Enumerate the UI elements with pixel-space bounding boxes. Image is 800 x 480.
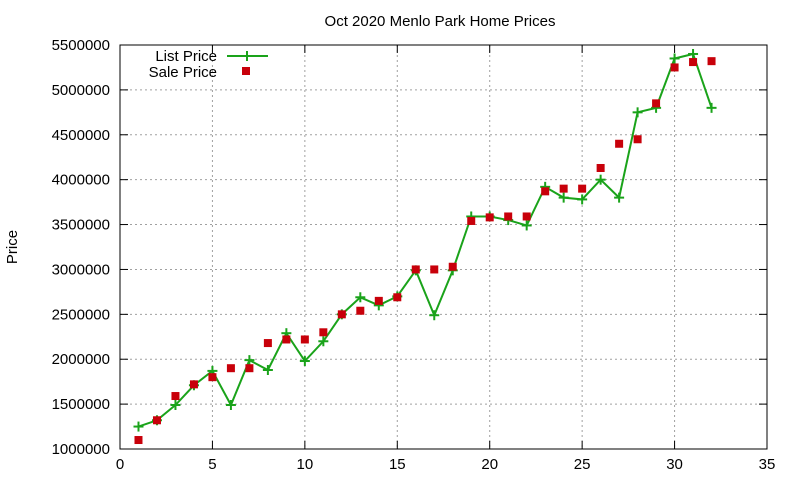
series-line-list-price — [138, 52, 713, 428]
sale-price-point — [263, 339, 272, 348]
sale-price-point — [393, 293, 402, 302]
sale-price-point — [633, 135, 642, 144]
y-tick-label: 1000000 — [52, 441, 110, 458]
list-price-point — [521, 220, 532, 231]
list-price-point — [299, 356, 310, 367]
list-price-point — [318, 336, 329, 347]
list-price-point — [706, 102, 717, 113]
x-tick-label: 35 — [759, 456, 776, 473]
sale-price-point — [319, 328, 328, 337]
sale-price-point — [152, 416, 161, 425]
sale-price-point — [485, 213, 494, 222]
y-tick-label: 4500000 — [52, 127, 110, 144]
list-price-point — [133, 421, 144, 432]
sale-price-point — [374, 296, 383, 305]
y-tick-label: 3000000 — [52, 261, 110, 278]
sale-price-point — [337, 310, 346, 319]
sale-price-point — [615, 139, 624, 148]
sale-price-point — [245, 364, 254, 373]
sale-price-point — [282, 335, 291, 344]
sale-price-point — [430, 265, 439, 274]
x-tick-label: 30 — [666, 456, 683, 473]
sale-price-point — [300, 335, 309, 344]
x-tick-label: 20 — [481, 456, 498, 473]
list-price-point — [669, 53, 680, 64]
series — [133, 48, 717, 445]
plot-frame — [119, 44, 768, 450]
y-tick-label: 5500000 — [52, 37, 110, 54]
chart-title: Oct 2020 Menlo Park Home Prices — [325, 13, 556, 30]
sale-price-point — [522, 212, 531, 221]
axes-ticks: 1000000 1500000 2000000 2500000 3000000 35000… — [52, 37, 776, 473]
list-price-point — [577, 194, 588, 205]
y-tick-label: 4000000 — [52, 172, 110, 189]
sale-price-point — [504, 212, 513, 221]
sale-price-point — [189, 380, 198, 389]
sale-price-point — [689, 58, 698, 67]
x-tick-label: 10 — [297, 456, 314, 473]
legend-marker-sale-price — [242, 67, 250, 75]
sale-price-point — [208, 373, 217, 382]
sale-price-point — [670, 63, 679, 72]
list-price-point — [429, 310, 440, 321]
sale-price-point — [448, 262, 457, 271]
legend-label-list-price: List Price — [155, 48, 217, 65]
sale-price-point — [134, 436, 143, 445]
sale-price-point — [559, 184, 568, 193]
sale-price-point — [226, 364, 235, 373]
grid — [120, 45, 767, 449]
legend-label-sale-price: Sale Price — [149, 64, 217, 81]
x-tick-label: 5 — [208, 456, 216, 473]
list-price-point — [355, 292, 366, 303]
legend: List Price Sale Price — [149, 48, 268, 81]
x-tick-label: 15 — [389, 456, 406, 473]
x-tick-label: 0 — [116, 456, 124, 473]
list-price-point — [614, 192, 625, 203]
list-price-point — [688, 48, 699, 59]
sale-price-point — [596, 163, 605, 172]
y-tick-label: 3500000 — [52, 217, 110, 234]
sale-price-point — [541, 187, 550, 196]
sale-price-point — [356, 306, 365, 315]
y-axis-label: Price — [4, 230, 21, 264]
sale-price-point — [707, 57, 716, 66]
y-tick-label: 2000000 — [52, 351, 110, 368]
y-tick-label: 1500000 — [52, 396, 110, 413]
list-price-point — [262, 364, 273, 375]
x-tick-label: 25 — [574, 456, 591, 473]
list-price-point — [225, 400, 236, 411]
sale-price-point — [578, 184, 587, 193]
sale-price-point — [652, 99, 661, 108]
sale-price-point — [411, 265, 420, 274]
sale-price-point — [171, 392, 180, 401]
list-price-point — [244, 355, 255, 366]
sale-price-point — [467, 216, 476, 225]
list-price-point — [170, 400, 181, 411]
list-price-point — [558, 192, 569, 203]
list-price-point — [632, 107, 643, 118]
y-tick-label: 5000000 — [52, 82, 110, 99]
legend-marker-list-price — [242, 51, 252, 61]
y-tick-label: 2500000 — [52, 306, 110, 323]
list-price-point — [595, 174, 606, 185]
